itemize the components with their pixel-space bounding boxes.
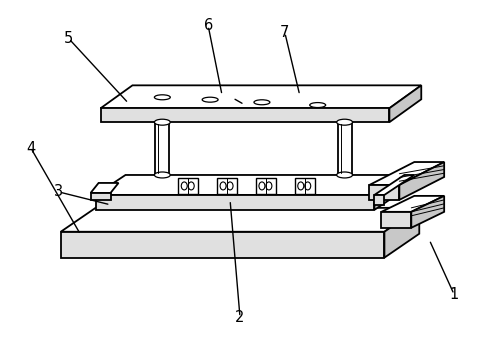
Polygon shape xyxy=(370,185,399,200)
Ellipse shape xyxy=(188,182,194,190)
Ellipse shape xyxy=(298,182,304,190)
Polygon shape xyxy=(91,183,118,193)
Text: 3: 3 xyxy=(54,185,63,199)
Text: 5: 5 xyxy=(64,31,74,46)
Polygon shape xyxy=(390,86,421,122)
Polygon shape xyxy=(61,232,384,258)
Ellipse shape xyxy=(337,172,353,178)
Polygon shape xyxy=(337,122,352,175)
Ellipse shape xyxy=(259,182,265,190)
Ellipse shape xyxy=(337,119,353,125)
Ellipse shape xyxy=(154,172,170,178)
Polygon shape xyxy=(399,162,444,200)
Polygon shape xyxy=(375,175,414,195)
Polygon shape xyxy=(95,195,375,210)
Polygon shape xyxy=(155,122,169,175)
Polygon shape xyxy=(381,196,444,212)
Ellipse shape xyxy=(227,182,233,190)
Polygon shape xyxy=(375,175,404,210)
Text: 7: 7 xyxy=(280,25,289,40)
Text: 2: 2 xyxy=(235,310,244,325)
Text: 6: 6 xyxy=(204,18,213,33)
Ellipse shape xyxy=(220,182,226,190)
Polygon shape xyxy=(95,175,404,195)
Ellipse shape xyxy=(154,119,170,125)
Polygon shape xyxy=(178,178,198,194)
Polygon shape xyxy=(384,208,419,258)
Ellipse shape xyxy=(202,97,218,102)
Polygon shape xyxy=(91,193,111,200)
Polygon shape xyxy=(412,196,444,228)
Polygon shape xyxy=(101,86,421,108)
Text: 4: 4 xyxy=(26,141,36,155)
Ellipse shape xyxy=(254,100,270,105)
Ellipse shape xyxy=(154,95,170,100)
Polygon shape xyxy=(61,208,419,232)
Polygon shape xyxy=(256,178,276,194)
Ellipse shape xyxy=(181,182,187,190)
Polygon shape xyxy=(375,195,384,205)
Ellipse shape xyxy=(310,102,326,107)
Polygon shape xyxy=(370,162,444,185)
Ellipse shape xyxy=(305,182,311,190)
Polygon shape xyxy=(217,178,237,194)
Text: 1: 1 xyxy=(450,287,459,302)
Polygon shape xyxy=(295,178,315,194)
Polygon shape xyxy=(381,212,412,228)
Ellipse shape xyxy=(266,182,272,190)
Polygon shape xyxy=(101,108,390,122)
